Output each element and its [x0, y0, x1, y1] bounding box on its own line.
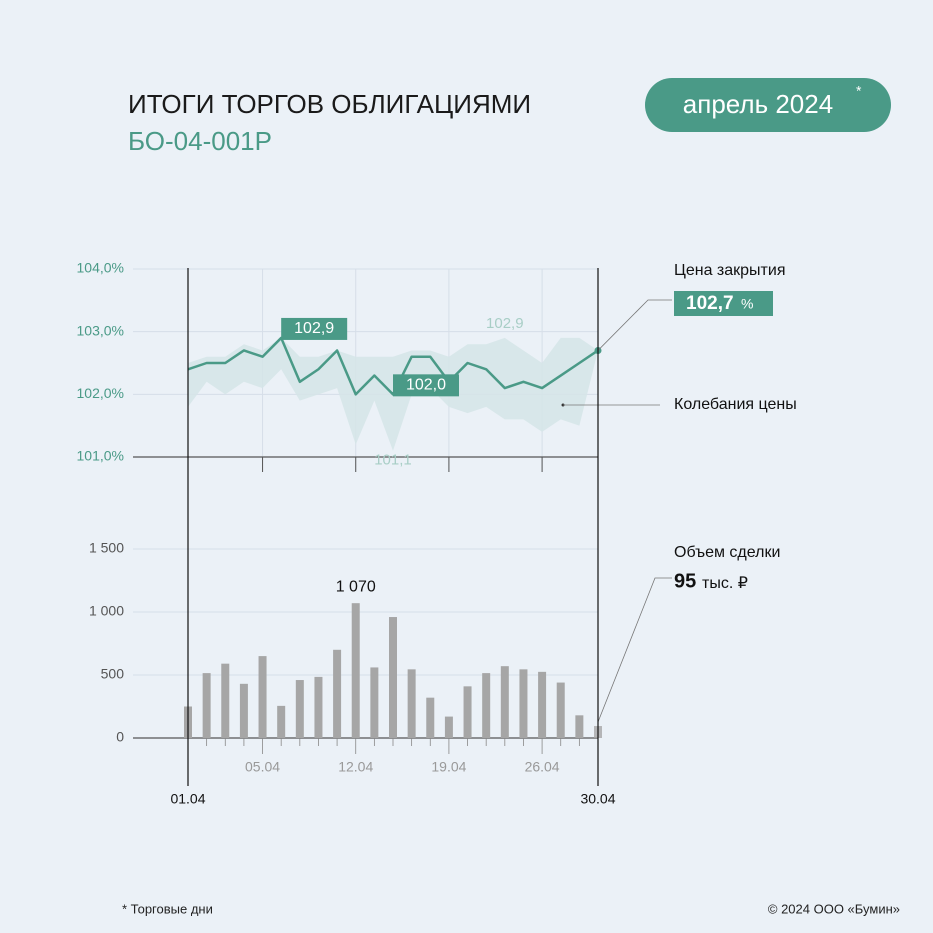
volume-bar — [575, 715, 584, 738]
title: ИТОГИ ТОРГОВ ОБЛИГАЦИЯМИ — [128, 89, 531, 119]
y-tick-label: 1 000 — [89, 603, 124, 619]
x-tick-label: 12.04 — [338, 759, 373, 775]
volume-bar — [500, 666, 509, 738]
volume-legend: Объем сделки — [674, 544, 780, 561]
volume-bar — [519, 669, 528, 738]
x-tick-label: 05.04 — [245, 759, 280, 775]
volume-bar — [295, 680, 304, 738]
volume-bar — [444, 716, 453, 738]
close-pointer — [597, 299, 672, 351]
close-unit: % — [741, 296, 753, 312]
bar-value-label: 1 070 — [336, 578, 376, 595]
close-legend: Цена закрытия — [674, 262, 785, 279]
volume-bar — [333, 649, 342, 738]
volume-bar — [314, 676, 323, 738]
volume-pointer — [597, 577, 672, 723]
price-label-box — [281, 317, 348, 340]
volume-bar — [258, 656, 267, 738]
volume-bar — [277, 705, 286, 738]
footnote: * Торговые дни — [122, 901, 213, 916]
y-tick-label: 103,0% — [77, 322, 124, 338]
volume-bar — [538, 671, 547, 738]
band-low-label: 101,1 — [374, 452, 412, 469]
volume-bar — [463, 686, 472, 738]
volume-bar — [239, 683, 248, 738]
y-tick-label: 101,0% — [77, 448, 124, 464]
band-high-label: 102,9 — [486, 315, 524, 332]
close-value-box — [674, 291, 773, 316]
volume-bar — [202, 673, 211, 738]
y-tick-label: 500 — [101, 666, 125, 682]
x-tick-label: 26.04 — [525, 759, 560, 775]
volume-bar — [351, 603, 360, 738]
volume-bar — [221, 663, 230, 738]
volume-bar — [370, 667, 379, 738]
y-tick-label: 1 500 — [89, 540, 124, 556]
volume-bar — [556, 682, 565, 738]
volume-bar — [426, 697, 435, 738]
volume-unit: тыс. ₽ — [702, 575, 748, 592]
y-tick-label: 102,0% — [77, 385, 124, 401]
volume-bar — [389, 617, 397, 738]
price-label-box — [393, 374, 459, 397]
period-pill — [645, 78, 891, 132]
period: апрель 2024 — [683, 89, 833, 119]
price-label: 102,0 — [406, 377, 446, 394]
price-label: 102,9 — [294, 320, 334, 337]
close-value: 102,7 — [686, 293, 734, 314]
volume-value: 95 — [674, 570, 696, 592]
y-tick-label: 0 — [116, 729, 124, 745]
band-legend: Колебания цены — [674, 396, 797, 413]
volume-bar — [482, 673, 491, 738]
volume-bar — [407, 669, 416, 738]
period-mark: * — [856, 83, 862, 99]
x-end-label: 01.04 — [170, 791, 205, 807]
x-end-label: 30.04 — [580, 791, 615, 807]
x-tick-label: 19.04 — [431, 759, 466, 775]
y-tick-label: 104,0% — [77, 260, 124, 276]
copyright: © 2024 ООО «Бумин» — [768, 901, 900, 916]
subtitle: БО-04-001Р — [128, 126, 272, 156]
